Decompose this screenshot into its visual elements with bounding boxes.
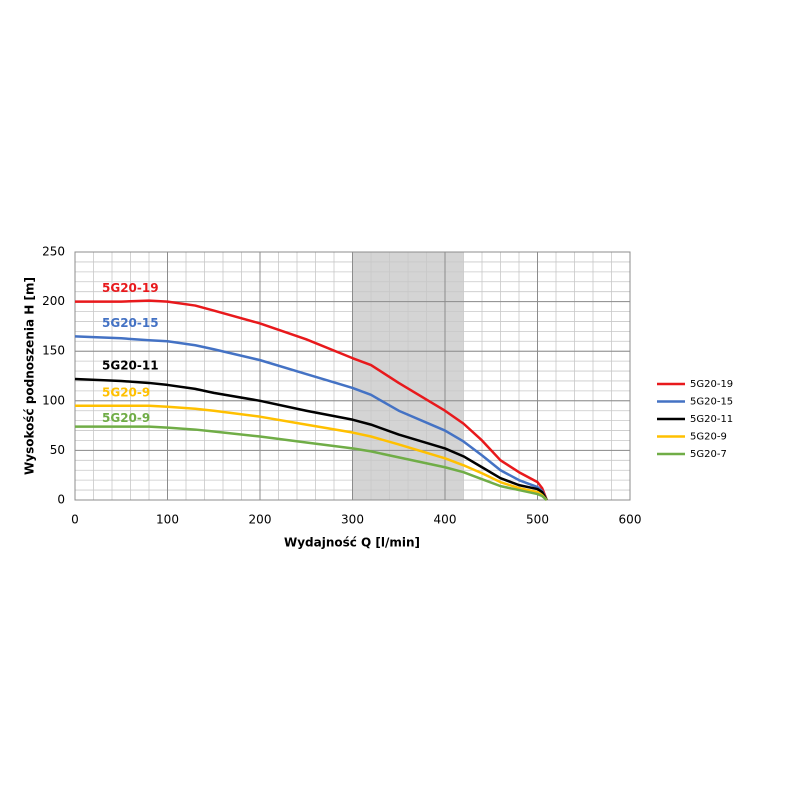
annotation: 5G20-11 bbox=[102, 358, 159, 372]
annotation: 5G20-9 bbox=[102, 411, 150, 425]
plot-border bbox=[74, 251, 631, 501]
x-tick-label: 0 bbox=[71, 513, 79, 527]
legend-label: 5G20-9 bbox=[690, 432, 727, 443]
x-tick-label: 300 bbox=[341, 513, 364, 527]
annotation: 5G20-19 bbox=[102, 281, 159, 295]
y-tick-label: 150 bbox=[42, 344, 65, 358]
annotation: 5G20-15 bbox=[102, 316, 159, 330]
y-tick-label: 250 bbox=[42, 245, 65, 259]
series-line bbox=[74, 377, 548, 501]
y-tick-label: 100 bbox=[42, 393, 65, 407]
series-line bbox=[75, 404, 548, 501]
x-tick-label: 500 bbox=[526, 513, 549, 527]
x-tick-label: 200 bbox=[249, 513, 272, 527]
y-axis-label: Wysokość podnoszenia H [m] bbox=[23, 277, 37, 475]
series-line bbox=[74, 335, 548, 501]
y-tick-label: 200 bbox=[42, 294, 65, 308]
series-line bbox=[75, 299, 548, 501]
legend-label: 5G20-7 bbox=[690, 449, 727, 460]
legend-label: 5G20-15 bbox=[690, 397, 733, 408]
x-tick-label: 600 bbox=[619, 513, 642, 527]
legend-label: 5G20-11 bbox=[690, 414, 733, 425]
legend-label: 5G20-19 bbox=[690, 379, 733, 390]
x-tick-label: 100 bbox=[156, 513, 179, 527]
y-tick-label: 0 bbox=[57, 493, 65, 507]
x-tick-label: 400 bbox=[434, 513, 457, 527]
y-tick-label: 50 bbox=[50, 443, 65, 457]
x-axis-label: Wydajność Q [l/min] bbox=[284, 536, 420, 550]
series-line bbox=[75, 425, 548, 501]
annotation: 5G20-9 bbox=[102, 385, 150, 399]
